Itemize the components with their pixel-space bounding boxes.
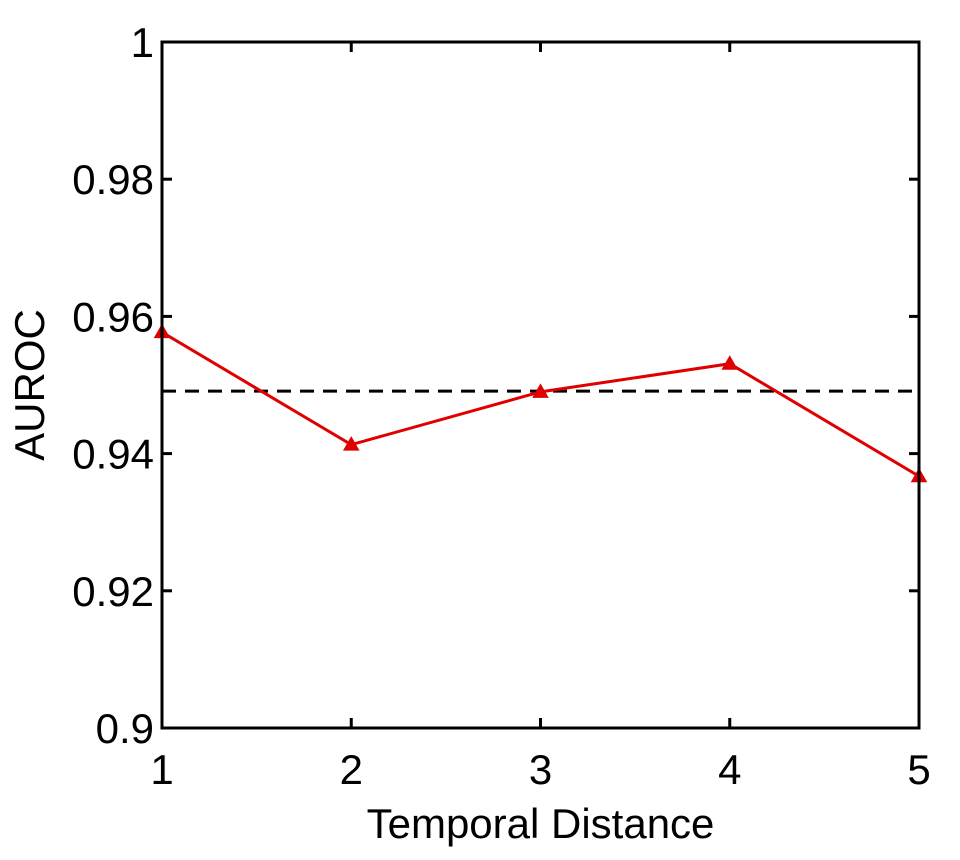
x-tick-label: 3 [529, 746, 552, 793]
data-point-marker [342, 436, 360, 451]
y-tick-label: 0.9 [96, 705, 154, 752]
series-layer [153, 323, 928, 483]
y-tick-labels: 0.9 0.92 0.94 0.96 0.98 1 [72, 19, 154, 752]
series-line [161, 330, 920, 478]
y-tick-label: 0.98 [72, 156, 154, 203]
x-tick-label: 2 [340, 746, 363, 793]
x-tick-label: 1 [150, 746, 173, 793]
x-axis-label: Temporal Distance [367, 800, 715, 847]
tick-marks [160, 40, 921, 730]
y-tick-label: 0.94 [72, 431, 154, 478]
data-point-marker [532, 383, 549, 398]
y-tick-label: 0.92 [72, 568, 154, 615]
y-tick-label: 1 [131, 19, 154, 66]
y-axis-label: AUROC [6, 309, 53, 461]
y-tick-label: 0.96 [72, 293, 154, 340]
x-tick-label: 5 [907, 746, 930, 793]
data-point-marker [721, 355, 739, 370]
x-tick-label: 4 [718, 746, 741, 793]
x-tick-labels: 1 2 3 4 5 [150, 746, 930, 793]
